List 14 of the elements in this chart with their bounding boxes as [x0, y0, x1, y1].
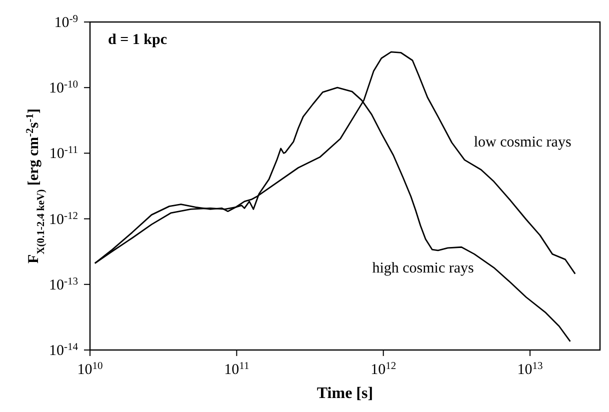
x-tick-label: 10$^{13}$	[517, 360, 543, 378]
series-label: low cosmic rays	[474, 134, 572, 151]
series-label: high cosmic rays	[372, 260, 474, 276]
y-tick-label: 10$^{-13}$	[49, 276, 78, 294]
x-tick-label: 10$^{11}$	[224, 360, 250, 378]
y-tick-label: 10$^{-12}$	[49, 210, 78, 228]
x-axis-title: Time [s]	[316, 385, 374, 402]
annotation: d = 1 kpc	[108, 32, 168, 48]
y-tick-label: 10$^{-11}$	[49, 144, 78, 162]
y-tick-label: 10$^{-9}$	[54, 14, 78, 31]
x-tick-label: 10$^{12}$	[370, 360, 396, 378]
y-tick-label: 10$^{-10}$	[49, 79, 78, 97]
x-tick-label: 10$^{10}$	[77, 360, 103, 378]
y-tick-label: 10$^{-14}$	[49, 342, 79, 359]
